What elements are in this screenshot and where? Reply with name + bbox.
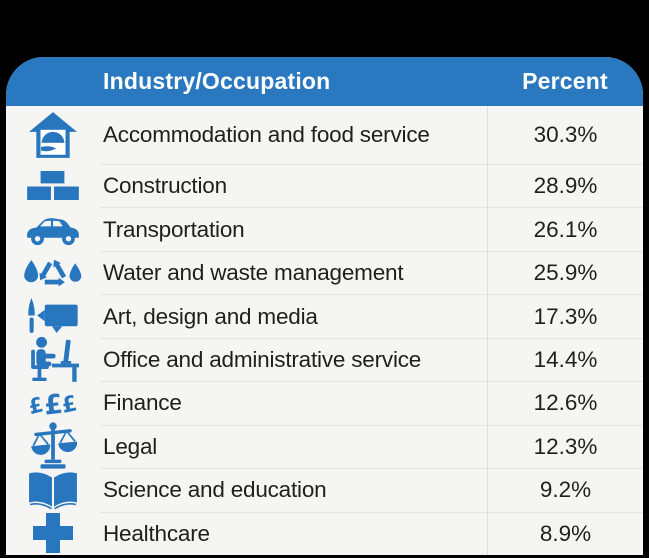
percent-value: 12.3%: [487, 424, 643, 469]
percent-value: 9.2%: [487, 468, 643, 512]
water-drops-recycle-icon: [24, 259, 82, 287]
table-row: Legal 12.3%: [6, 422, 643, 470]
industry-label: Science and education: [100, 468, 487, 511]
industry-label: Accommodation and food service: [103, 122, 430, 148]
table-row: Water and waste management 25.9%: [6, 250, 643, 295]
row-icon-cell: [6, 164, 100, 207]
table-row: Healthcare 8.9%: [6, 511, 643, 555]
pound-glyph: £: [59, 391, 79, 419]
pound-glyph: £: [27, 392, 46, 419]
industry-label: Construction: [100, 164, 487, 207]
car-icon: [27, 217, 79, 245]
industry-label: Art, design and media: [100, 294, 487, 337]
industry-label: Water and waste management: [100, 250, 487, 294]
percent-value: 25.9%: [487, 250, 643, 295]
pound-signs-icon: £ £ £: [27, 389, 79, 420]
industry-label: Finance: [100, 381, 487, 424]
pound-glyph: £: [42, 389, 64, 420]
row-icon-cell: [6, 251, 100, 294]
table-header-row: Industry/Occupation Percent: [6, 57, 643, 106]
percent-value: 17.3%: [487, 294, 643, 338]
percent-value: 30.3%: [487, 106, 643, 165]
table-row: Science and education 9.2%: [6, 468, 643, 512]
percent-value: 28.9%: [487, 164, 643, 208]
row-icon-cell: [6, 336, 100, 382]
row-icon-cell: [6, 512, 100, 555]
column-header-percent: Percent: [522, 68, 608, 94]
row-icon-cell: [6, 207, 100, 250]
industry-label: Legal: [100, 424, 487, 468]
row-icon-cell: [6, 294, 100, 337]
person-at-desk-icon: [31, 336, 79, 382]
column-header-industry: Industry/Occupation: [103, 68, 331, 94]
table-row: Construction 28.9%: [6, 164, 643, 208]
industry-label: Healthcare: [100, 511, 487, 555]
table-row: Transportation 26.1%: [6, 207, 643, 251]
paintbrush-video-camera-icon: [28, 297, 78, 333]
bricks-icon: [27, 170, 79, 200]
house-food-icon: [29, 112, 77, 158]
scales-of-justice-icon: [31, 422, 77, 470]
table-row: Art, design and media 17.3%: [6, 294, 643, 338]
percent-value: 14.4%: [487, 337, 643, 382]
percent-value: 12.6%: [487, 381, 643, 425]
row-icon-cell: [6, 422, 100, 470]
table-row: £ £ £ Finance 12.6%: [6, 381, 643, 425]
industry-label: Office and administrative service: [100, 337, 487, 381]
open-book-icon: [29, 472, 77, 510]
row-icon-cell: [6, 468, 100, 511]
row-icon-cell: £ £ £: [6, 381, 100, 424]
industry-percent-table: Industry/Occupation Percent Accommodatio…: [6, 57, 643, 555]
row-icon-cell: [6, 106, 100, 164]
percent-value: 26.1%: [487, 207, 643, 251]
table-row: Accommodation and food service 30.3%: [6, 106, 643, 165]
table-body: Accommodation and food service 30.3% Con…: [6, 106, 643, 555]
percent-value: 8.9%: [487, 511, 643, 555]
industry-label: Transportation: [100, 207, 487, 250]
medical-cross-icon: [33, 513, 73, 554]
table-row: Office and administrative service 14.4%: [6, 336, 643, 382]
